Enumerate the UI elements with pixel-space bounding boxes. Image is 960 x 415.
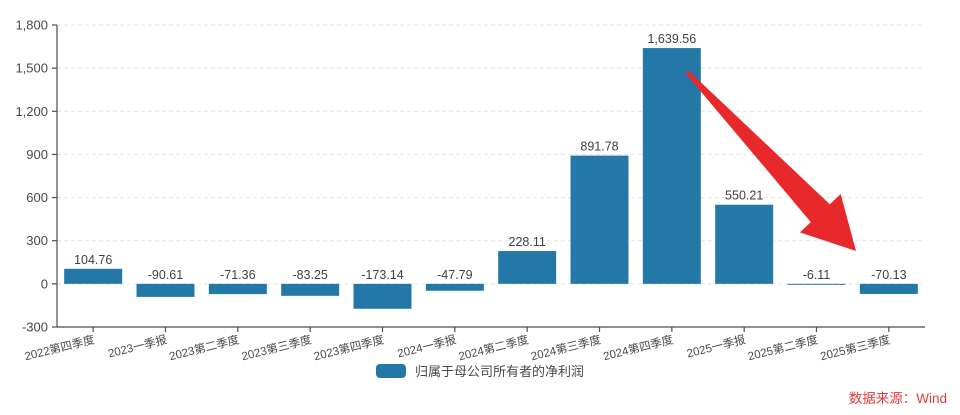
bar	[281, 283, 340, 296]
x-axis-tick-label: 2024一季报	[396, 332, 458, 360]
y-axis-tick-label: 1,200	[15, 104, 48, 119]
y-axis-tick-label: 1,500	[15, 61, 48, 76]
x-axis-tick-label: 2024第二季度	[457, 332, 530, 363]
bar-value-label: 228.11	[509, 235, 546, 249]
bar-value-label: 1,639.56	[647, 32, 696, 46]
bar-value-label: 104.76	[74, 253, 112, 267]
y-axis-tick-label: 900	[26, 147, 48, 162]
x-axis-tick-label: 2024第三季度	[529, 332, 602, 363]
bar	[353, 283, 412, 309]
legend-swatch	[375, 363, 406, 378]
bar-value-label: 891.78	[580, 140, 618, 154]
y-axis-tick-label: 600	[26, 190, 48, 205]
bar-value-label: -83.25	[292, 268, 327, 282]
bar	[859, 283, 918, 294]
x-axis-tick-label: 2023第二季度	[168, 332, 241, 363]
bar-value-label: -173.14	[361, 268, 403, 282]
bar-value-label: 550.21	[725, 189, 763, 203]
legend: 归属于母公司所有者的净利润	[375, 361, 585, 380]
x-axis-tick-label: 2023第三季度	[240, 332, 313, 363]
bar-value-label: -6.11	[803, 268, 831, 282]
x-axis-tick-label: 2023一季报	[107, 332, 169, 360]
x-axis-tick-label: 2025第三季度	[819, 332, 892, 363]
decline-arrow-annotation	[685, 70, 856, 251]
x-axis-tick-label: 2022第四季度	[23, 332, 96, 363]
y-axis-tick-label: -300	[22, 320, 48, 335]
bar	[498, 251, 557, 284]
bar	[715, 204, 774, 284]
bar-value-label: -47.79	[437, 268, 472, 282]
bar	[136, 283, 195, 297]
x-axis-tick-label: 2023第四季度	[312, 332, 385, 363]
bar-value-label: -71.36	[220, 268, 255, 282]
bar	[787, 283, 846, 285]
y-axis-tick-label: 0	[41, 276, 48, 291]
bar	[208, 283, 267, 295]
x-axis-tick-label: 2024第四季度	[602, 332, 675, 363]
bar-value-label: -90.61	[148, 268, 183, 282]
bar	[64, 268, 123, 284]
bar	[570, 155, 629, 284]
bar	[642, 48, 701, 284]
y-axis-tick-label: 300	[26, 233, 48, 248]
x-axis-tick-label: 2025一季报	[685, 332, 747, 360]
y-axis-tick-label: 1,800	[15, 18, 48, 33]
data-source-label: 数据来源：Wind	[848, 391, 947, 406]
bar-value-label: -70.13	[871, 268, 906, 282]
x-axis-tick-label: 2025第二季度	[746, 332, 819, 363]
legend-label: 归属于母公司所有者的净利润	[414, 364, 585, 379]
bar	[425, 283, 484, 291]
